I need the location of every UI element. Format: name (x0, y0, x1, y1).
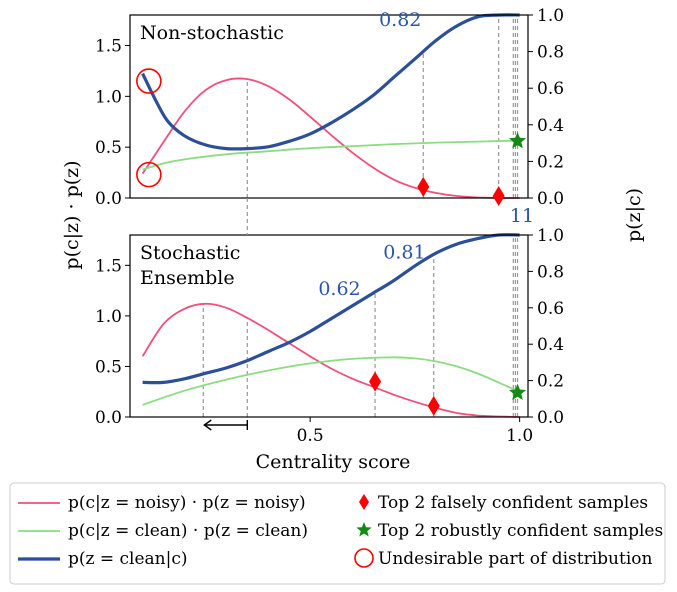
y-tick-label: 1.5 (95, 256, 122, 276)
noisy-curve (141, 77, 520, 199)
left-y-axis-label: p(c|z) · p(z) (61, 160, 83, 269)
legend-label: Top 2 falsely confident samples (378, 493, 648, 513)
legend-label: p(c|z = noisy) · p(z = noisy) (68, 493, 306, 513)
y2-tick-label: 0.2 (537, 372, 564, 392)
posterior-curve (142, 233, 520, 385)
legend-label: p(c|z = clean) · p(z = clean) (68, 521, 308, 541)
axes-frame (129, 234, 529, 418)
shift-arrow-head (203, 419, 212, 431)
bottom-panel: 0.0 0.5 1.0 1.5 0.0 0.2 0.4 0.6 0.8 1.0 0.5 1.0 Stoc… (95, 226, 564, 446)
legend-label: Top 2 robustly confident samples (378, 521, 663, 541)
legend-swatch-falsely (359, 494, 369, 510)
y2-tick-label: 0.8 (537, 43, 564, 63)
legend-swatch-robustly (356, 522, 372, 537)
right-y-axis-label: p(z|c) (623, 188, 645, 242)
y2-tick-label: 1.0 (537, 226, 564, 246)
noisy-curve (141, 302, 520, 418)
y-tick-label: 0.5 (95, 138, 122, 158)
top-panel: 0.0 0.5 1.0 1.5 0.0 0.2 0.4 0.6 0.8 1.0 Non-stocha… (95, 6, 564, 209)
falsely-confident-marker (492, 185, 505, 206)
panel-title: Stochastic (140, 242, 240, 264)
y2-tick-label: 0.6 (537, 79, 564, 99)
y-tick-label: 0.0 (95, 408, 122, 428)
undesirable-marker (136, 161, 162, 188)
x-tick-label: 1.0 (506, 426, 533, 446)
y2-tick-label: 0.2 (537, 152, 564, 172)
posterior-curve (141, 13, 520, 151)
y-tick-label: 1.0 (95, 307, 122, 327)
y2-tick-label: 0.6 (537, 299, 564, 319)
robustly-confident-marker (509, 383, 527, 400)
falsely-confident-marker (369, 371, 382, 392)
y-tick-label: 0.5 (95, 357, 122, 377)
legend-frame (9, 482, 666, 585)
y-tick-label: 1.5 (95, 37, 122, 57)
legend-swatch-undesirable (354, 548, 374, 568)
top-xtick-partial: 11 (510, 205, 534, 227)
clean-curve (142, 356, 520, 406)
robustly-confident-marker (509, 132, 527, 149)
posterior-value-label: 0.62 (318, 278, 360, 300)
legend-label: Undesirable part of distribution (378, 549, 653, 569)
posterior-value-label: 0.82 (379, 9, 421, 31)
x-axis-label: Centrality score (256, 451, 411, 473)
y2-tick-label: 0.0 (537, 189, 564, 209)
y-tick-label: 0.0 (95, 189, 122, 209)
x-tick-label: 0.5 (297, 426, 324, 446)
falsely-confident-marker (427, 395, 440, 416)
panel-title: Non-stochastic (140, 22, 284, 44)
legend-label: p(z = clean|c) (68, 549, 188, 569)
y2-tick-label: 0.8 (537, 262, 564, 282)
y2-tick-label: 0.4 (537, 116, 564, 136)
y2-tick-label: 0.4 (537, 335, 564, 355)
legend: p(c|z = noisy) · p(z = noisy) Top 2 false… (9, 482, 666, 585)
y-tick-label: 1.0 (95, 87, 122, 107)
y2-tick-label: 0.0 (537, 408, 564, 428)
axes-frame (129, 14, 529, 199)
y2-tick-label: 1.0 (537, 6, 564, 26)
panel-title: Ensemble (140, 267, 235, 289)
falsely-confident-marker (417, 176, 430, 197)
undesirable-marker (136, 68, 162, 94)
posterior-value-label: 0.81 (383, 242, 425, 264)
clean-curve (142, 139, 520, 171)
